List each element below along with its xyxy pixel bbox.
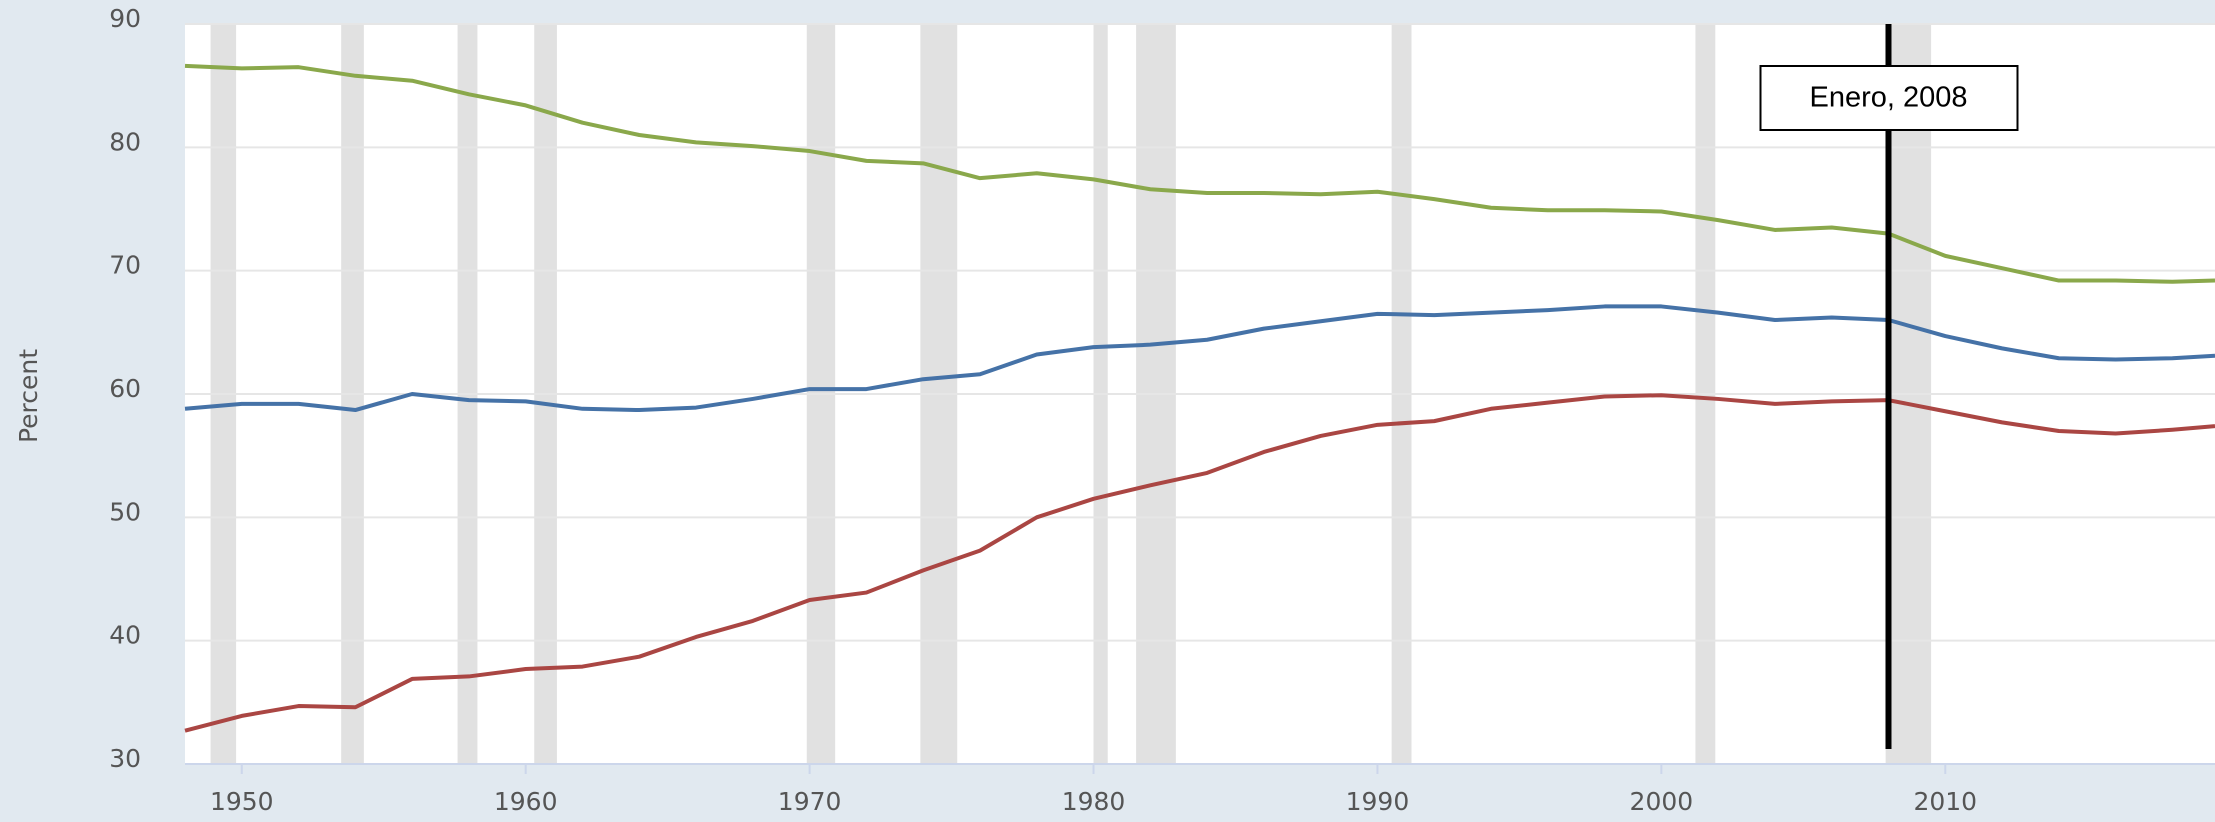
y-tick-label: 90: [109, 4, 141, 33]
x-tick-label: 2010: [1913, 787, 1977, 816]
y-tick-label: 30: [109, 744, 141, 773]
x-tick-label: 1980: [1062, 787, 1126, 816]
y-tick-label: 50: [109, 497, 141, 526]
annotation-box: [1759, 65, 2019, 131]
x-tick-label: 2000: [1630, 787, 1694, 816]
y-tick-label: 40: [109, 621, 141, 650]
x-tick-label: 1950: [210, 787, 274, 816]
x-tick-label: 1970: [778, 787, 842, 816]
x-tick-label: 1960: [494, 787, 558, 816]
y-tick-label: 80: [109, 127, 141, 156]
y-tick-label: 70: [109, 251, 141, 280]
y-tick-label: 60: [109, 374, 141, 403]
annotation-text: Enero, 2008: [1809, 82, 1967, 114]
x-tick-label: 1990: [1346, 787, 1410, 816]
y-axis-label: Percent: [14, 349, 43, 443]
